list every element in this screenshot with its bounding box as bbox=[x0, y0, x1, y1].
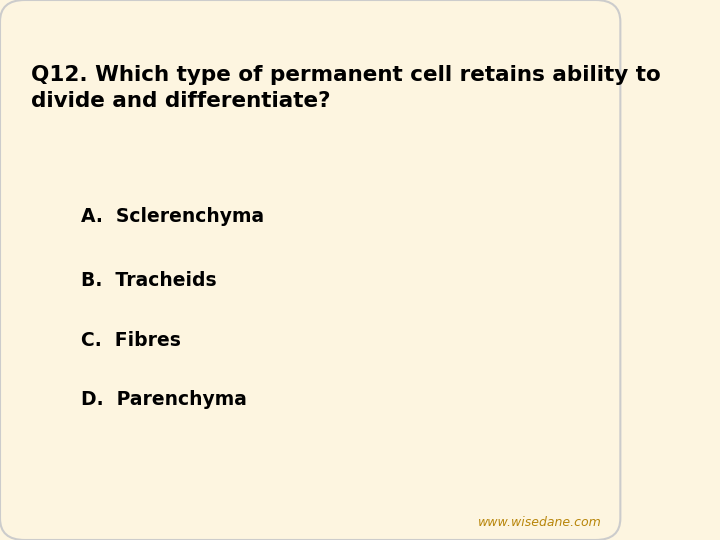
Text: www.wisedane.com: www.wisedane.com bbox=[478, 516, 602, 529]
Text: D.  Parenchyma: D. Parenchyma bbox=[81, 390, 246, 409]
Text: C.  Fibres: C. Fibres bbox=[81, 330, 181, 350]
FancyBboxPatch shape bbox=[0, 0, 621, 540]
Text: A.  Sclerenchyma: A. Sclerenchyma bbox=[81, 206, 264, 226]
Text: B.  Tracheids: B. Tracheids bbox=[81, 271, 216, 291]
Text: Q12. Which type of permanent cell retains ability to
divide and differentiate?: Q12. Which type of permanent cell retain… bbox=[31, 65, 661, 111]
